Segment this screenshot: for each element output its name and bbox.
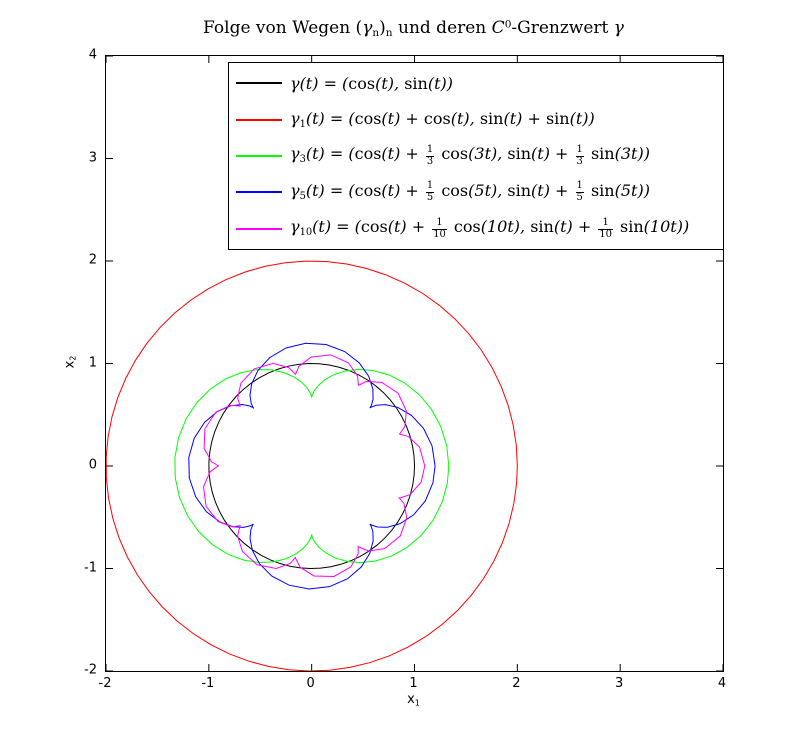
curve-gamma-1 bbox=[106, 260, 518, 671]
x-axis-label: x1 bbox=[407, 692, 420, 708]
x-tick-label: 1 bbox=[409, 676, 418, 691]
legend: γ(t) = (cos(t), sin(t)) γ1(t) = (cos(t) +… bbox=[228, 62, 724, 250]
y-tick-label: 4 bbox=[88, 47, 97, 63]
legend-line-sample bbox=[236, 191, 282, 194]
x-tick-label: 4 bbox=[717, 676, 727, 691]
legend-label: γ1(t) = (cos(t) + cos(t), sin(t) + sin(t… bbox=[290, 109, 595, 131]
curve-gamma-limit bbox=[208, 363, 415, 569]
legend-label: γ10(t) = (cos(t) + 1 10 cos(10t), sin(t) … bbox=[290, 216, 690, 240]
fraction: 1 10 bbox=[432, 216, 447, 240]
plot-area bbox=[105, 55, 724, 672]
curve-gamma-10 bbox=[203, 354, 426, 577]
curves-canvas bbox=[106, 56, 723, 671]
legend-line-sample bbox=[236, 82, 282, 85]
legend-line-sample bbox=[236, 227, 282, 230]
y-tick-label: -1 bbox=[84, 560, 97, 575]
curve-gamma-3 bbox=[174, 368, 450, 564]
y-tick-label: 1 bbox=[88, 355, 97, 370]
x-tick-label: 2 bbox=[512, 676, 521, 691]
legend-line-sample bbox=[236, 118, 282, 121]
x-tick-label: 3 bbox=[615, 676, 624, 691]
curve-gamma-5 bbox=[188, 342, 436, 590]
legend-item: γ10(t) = (cos(t) + 1 10 cos(10t), sin(t) … bbox=[236, 211, 723, 247]
x-tick-label: -2 bbox=[98, 676, 112, 691]
y-tick-label: -2 bbox=[84, 662, 97, 678]
legend-label: γ(t) = (cos(t), sin(t)) bbox=[290, 73, 453, 93]
y-tick-label: 2 bbox=[88, 252, 97, 268]
legend-line-sample bbox=[236, 155, 282, 158]
y-tick-label: 0 bbox=[88, 457, 97, 473]
x-tick-label: -1 bbox=[201, 676, 215, 691]
x-tick-label: 0 bbox=[306, 676, 315, 691]
y-tick-label: 3 bbox=[88, 150, 97, 165]
plot-title: Folge von Wegen (γn)n und deren C0-Grenz… bbox=[203, 18, 624, 40]
legend-item: γ(t) = (cos(t), sin(t)) bbox=[236, 65, 723, 101]
legend-item: γ1(t) = (cos(t) + cos(t), sin(t) + sin(t… bbox=[236, 101, 723, 137]
fraction: 1 10 bbox=[598, 216, 613, 240]
